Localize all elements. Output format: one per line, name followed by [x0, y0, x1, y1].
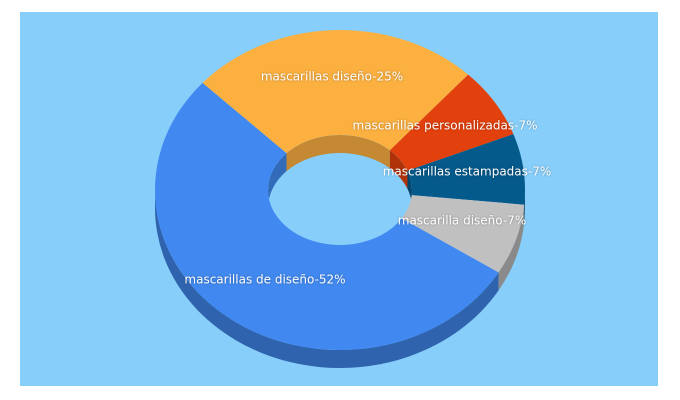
slice — [401, 195, 525, 273]
slice-inner-side — [268, 153, 287, 208]
data-label: mascarillas de diseño-52% — [184, 273, 345, 287]
slice-inner-side — [286, 135, 390, 172]
slice-side — [498, 204, 525, 291]
data-label: mascarillas personalizadas-7% — [353, 119, 538, 133]
slice — [407, 134, 525, 205]
slice — [389, 74, 514, 171]
data-label: mascarillas diseño-25% — [261, 70, 403, 84]
slice — [202, 29, 469, 154]
data-label: mascarilla diseño-7% — [398, 214, 526, 228]
slice — [155, 82, 499, 350]
slice-inner-side — [407, 170, 412, 208]
slice-side — [524, 190, 525, 223]
data-label: mascarillas estampadas-7% — [383, 165, 552, 179]
slice-inner-side — [389, 150, 408, 189]
